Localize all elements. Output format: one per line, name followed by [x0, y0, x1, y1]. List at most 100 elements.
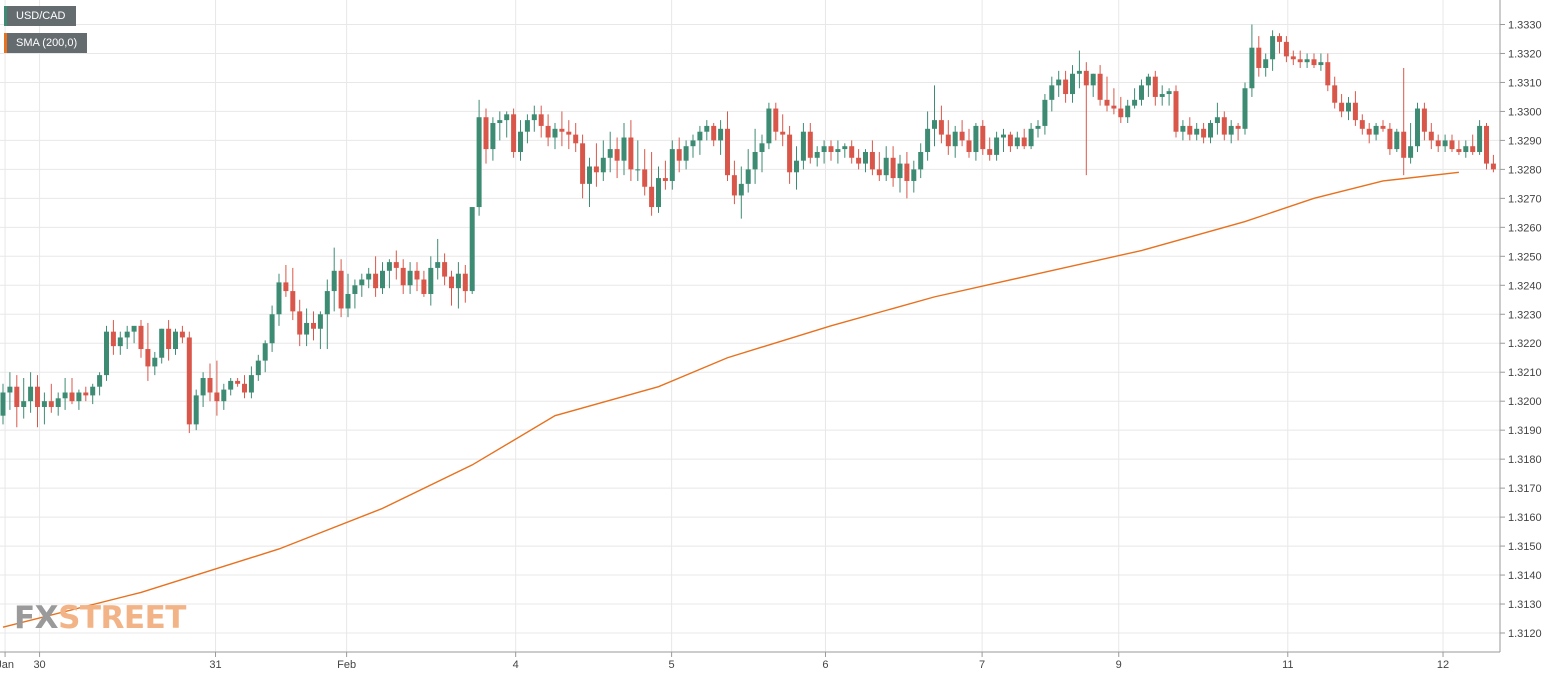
candle-body	[1490, 163, 1496, 170]
candle-body	[242, 383, 247, 393]
candle	[904, 151, 910, 199]
candle-body	[1104, 99, 1110, 106]
candle-body	[1387, 128, 1393, 150]
y-tick-label: 1.3320	[1508, 48, 1542, 60]
candle	[179, 325, 185, 344]
sma-line-layer	[2, 171, 1459, 628]
candle-body	[759, 143, 765, 152]
candle-body	[1145, 76, 1151, 86]
candle	[97, 372, 103, 396]
x-tick-label: 7	[979, 659, 985, 671]
candle-body	[131, 325, 137, 332]
candle-body	[1380, 125, 1386, 129]
candle	[166, 320, 172, 361]
candle-body	[1442, 140, 1448, 147]
candle-body	[173, 331, 178, 350]
candle	[1194, 123, 1200, 141]
candle	[1173, 85, 1179, 138]
candle-body	[945, 134, 951, 147]
candle-body	[159, 328, 165, 358]
candle	[1387, 123, 1393, 155]
candle	[600, 140, 606, 181]
candle	[435, 238, 441, 280]
candle	[366, 267, 372, 289]
candle-body	[559, 128, 565, 132]
candle	[407, 262, 413, 294]
candle-body	[662, 178, 668, 181]
y-tick-label: 1.3200	[1508, 396, 1542, 408]
candle	[918, 143, 924, 179]
candle	[1484, 123, 1489, 170]
candle	[214, 360, 220, 416]
candle	[1201, 123, 1207, 144]
candle	[41, 392, 47, 425]
y-tick-label: 1.3180	[1508, 454, 1542, 466]
candle-body	[193, 395, 199, 425]
candle	[1290, 50, 1296, 66]
candle-body	[1152, 76, 1158, 97]
candle-body	[414, 270, 420, 280]
candle-body	[1304, 59, 1310, 63]
candle	[48, 383, 54, 413]
candle	[1490, 154, 1496, 173]
candle	[1256, 36, 1262, 77]
candle-body	[649, 186, 655, 208]
candle-body	[1283, 41, 1289, 57]
candle-body	[1021, 137, 1027, 147]
candle	[1270, 30, 1276, 71]
candle	[483, 108, 489, 164]
candle	[1076, 50, 1082, 89]
candle	[1028, 123, 1034, 150]
candle	[628, 120, 634, 181]
candle	[269, 305, 275, 352]
candle-body	[124, 331, 130, 338]
candle-body	[1470, 146, 1476, 152]
candle	[76, 389, 82, 410]
candle-body	[518, 131, 523, 152]
candle-body	[1070, 73, 1075, 95]
candle	[193, 389, 199, 431]
candle	[1001, 128, 1006, 152]
candle-body	[1228, 125, 1234, 135]
candle	[1311, 53, 1317, 68]
candle-body	[1318, 62, 1324, 66]
candle	[745, 149, 751, 193]
sma-legend: SMA (200,0)	[4, 33, 88, 53]
candle	[338, 259, 344, 318]
candle	[814, 146, 820, 167]
candle-body	[145, 349, 151, 367]
candle-body	[669, 149, 675, 181]
candle-body	[110, 331, 116, 347]
candle	[297, 299, 303, 347]
candle	[497, 111, 503, 141]
candle	[1145, 73, 1151, 97]
candle-body	[545, 125, 551, 138]
candle	[1263, 53, 1269, 77]
candle-body	[849, 146, 855, 158]
candle-body	[366, 273, 372, 280]
candle	[690, 134, 696, 158]
candle-body	[166, 328, 172, 350]
candle-body	[380, 270, 385, 289]
candle	[1463, 140, 1469, 158]
candle-body	[421, 279, 427, 294]
y-tick-label: 1.3260	[1508, 222, 1542, 234]
candle	[731, 160, 737, 205]
candle	[1428, 123, 1434, 150]
y-axis: 1.3330 1.3320 1.3310 1.3300 1.3290 1.3280 1.32…	[1499, 0, 1542, 652]
candle-body	[966, 140, 972, 152]
candle	[186, 331, 192, 434]
candle-body	[1014, 137, 1020, 147]
candle	[228, 378, 234, 396]
candle-body	[1297, 59, 1303, 63]
candle	[1104, 76, 1110, 112]
candle-body	[697, 131, 703, 141]
candle	[1083, 62, 1089, 176]
candle	[207, 363, 213, 402]
grid-lines	[0, 0, 1500, 652]
y-tick-label: 1.3170	[1508, 483, 1542, 495]
candle	[794, 146, 799, 190]
candle-body	[1118, 108, 1124, 118]
candle-body	[814, 151, 820, 158]
candle-body	[738, 183, 744, 196]
